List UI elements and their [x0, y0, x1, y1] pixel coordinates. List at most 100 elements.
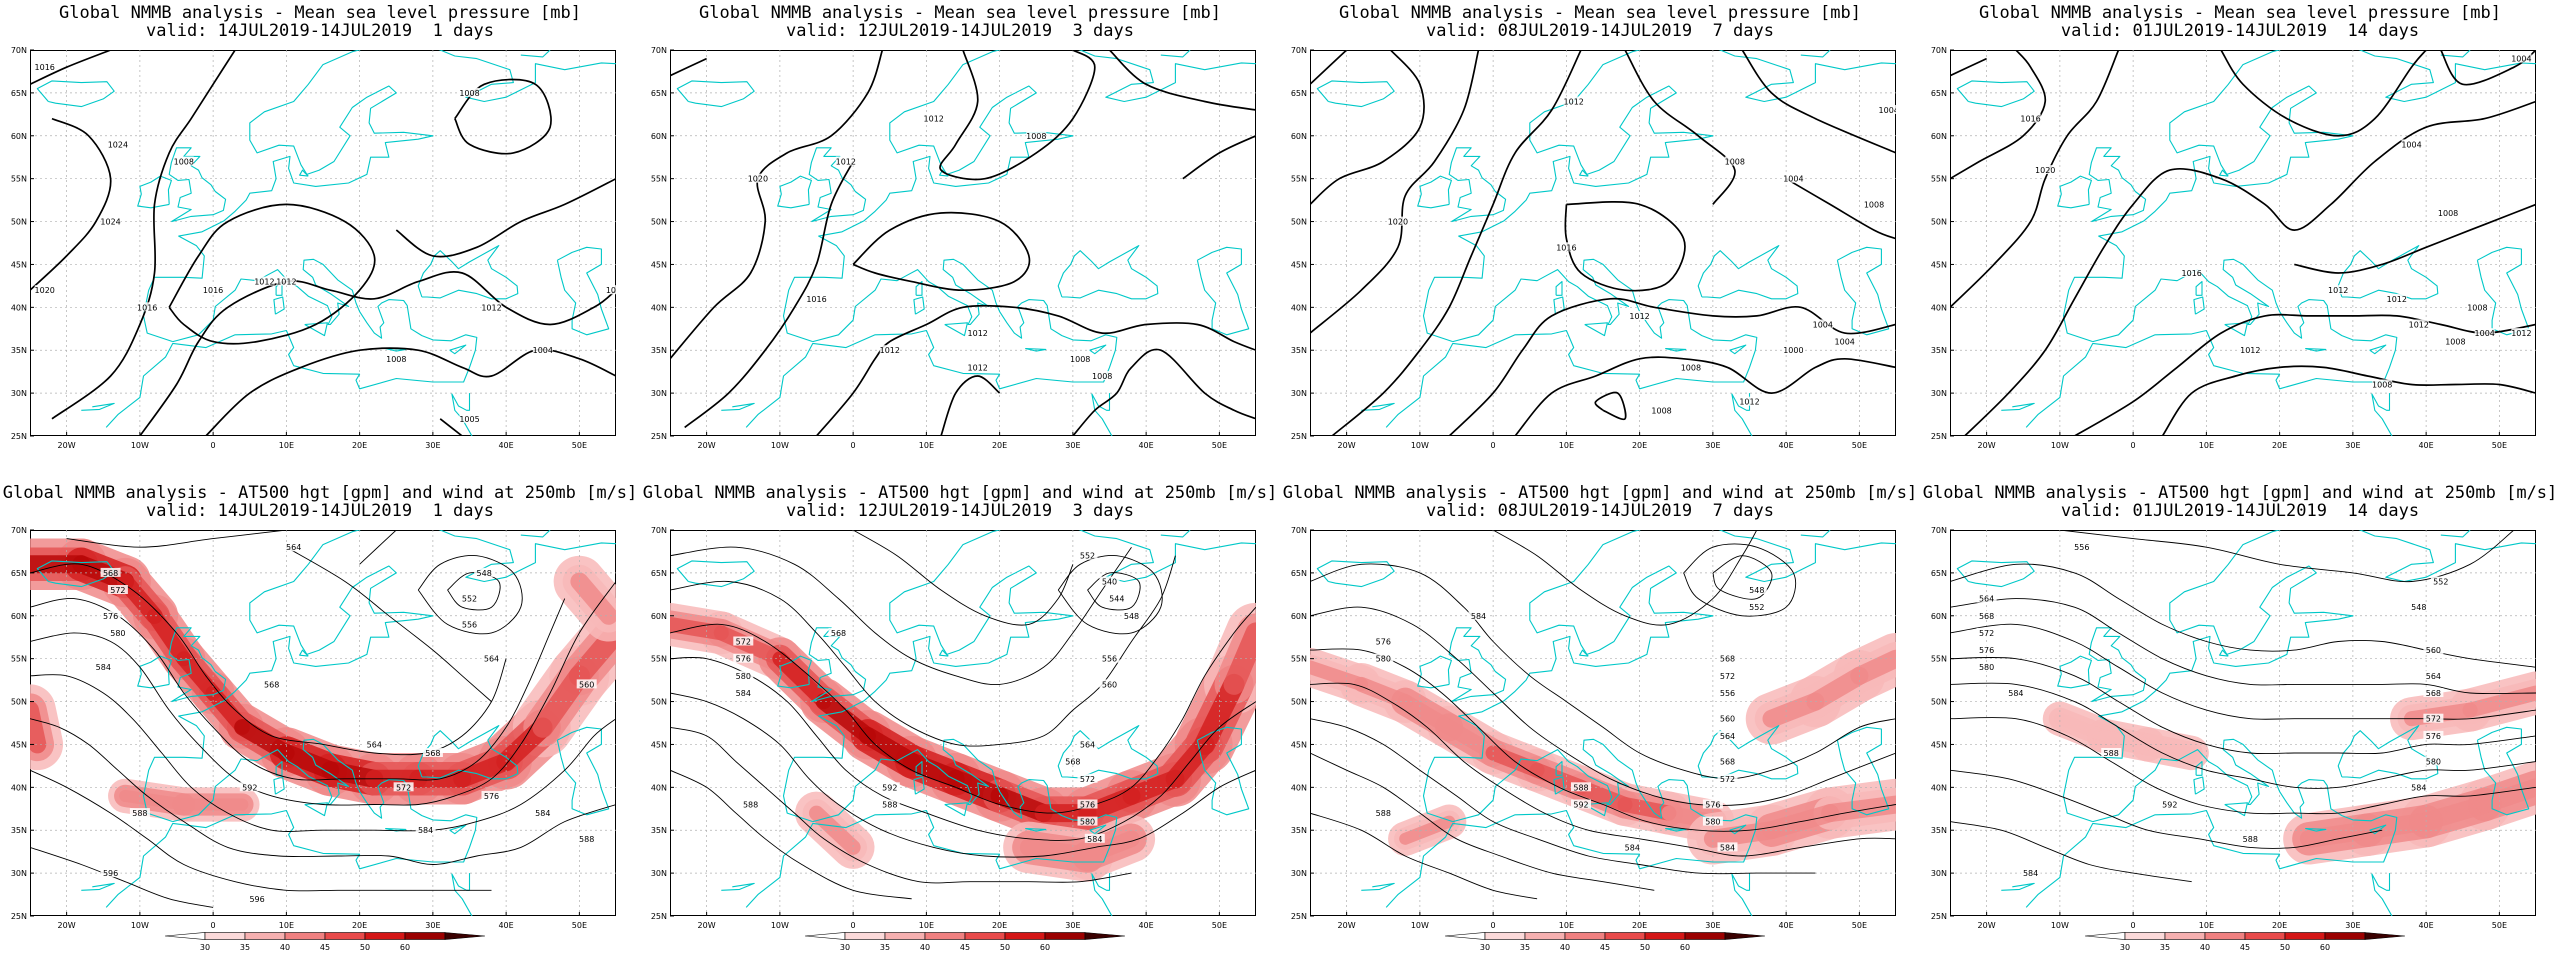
height-contour	[30, 718, 616, 865]
z500-panel-4: Global NMMB analysis - AT500 hgt [gpm] a…	[1920, 480, 2560, 960]
lat-tick-label: 25N	[11, 912, 27, 921]
lon-tick-label: 10E	[279, 441, 294, 450]
contour-label: 568	[831, 629, 846, 638]
contour-label: 556	[2074, 543, 2089, 552]
lat-tick-label: 55N	[1931, 655, 1947, 664]
height-contour	[1492, 530, 1758, 626]
contour-label: 548	[2411, 603, 2426, 612]
z500-panel-2: Global NMMB analysis - AT500 hgt [gpm] a…	[640, 480, 1280, 960]
lon-tick-label: 0	[1491, 441, 1496, 450]
lon-tick-label: 10E	[919, 921, 934, 930]
height-contour	[286, 546, 492, 702]
contour-label: 572	[736, 638, 751, 647]
lat-tick-label: 35N	[1931, 346, 1947, 355]
lat-tick-label: 45N	[651, 260, 667, 269]
lat-tick-label: 65N	[1931, 569, 1947, 578]
contour-label: 548	[1749, 586, 1764, 595]
lat-tick-label: 35N	[1291, 826, 1307, 835]
wind-speed-band	[2053, 712, 2110, 742]
wind-speed-band	[2475, 778, 2536, 814]
isobar	[1331, 50, 1582, 436]
contour-label: 1012	[1564, 98, 1584, 107]
lon-tick-label: 10E	[2199, 441, 2214, 450]
panel-subtitle: valid: 14JUL2019-14JUL2019 1 days	[146, 501, 494, 521]
contour-label: 568	[1720, 758, 1735, 767]
contour-label: 568	[264, 680, 279, 689]
lat-tick-label: 30N	[1931, 869, 1947, 878]
lat-tick-label: 30N	[11, 869, 27, 878]
lon-tick-label: 0	[211, 921, 216, 930]
lon-tick-label: 10W	[771, 441, 789, 450]
isobar	[815, 304, 1256, 436]
lon-tick-label: 20E	[2272, 441, 2287, 450]
colorbar-tick-label: 45	[1600, 943, 1610, 952]
lat-tick-label: 40N	[651, 303, 667, 312]
isobar	[1564, 201, 1686, 292]
lat-tick-label: 70N	[1931, 46, 1947, 55]
contour-label: 576	[1080, 801, 1095, 810]
contour-label: 584	[535, 809, 550, 818]
contour-label: 1008	[2467, 303, 2487, 312]
lon-tick-label: 0	[2131, 441, 2136, 450]
panel-subtitle: valid: 12JUL2019-14JUL2019 3 days	[786, 501, 1134, 521]
panel-title: Global NMMB analysis - AT500 hgt [gpm] a…	[2, 483, 638, 503]
lat-tick-label: 55N	[1291, 655, 1307, 664]
height-contour	[359, 530, 397, 565]
contour-label: 572	[1979, 629, 1994, 638]
contour-label: 1008	[1070, 355, 1090, 364]
contour-labels: 5525685405445485725765805845565605645685…	[733, 550, 1142, 844]
lon-tick-label: 10E	[1559, 921, 1574, 930]
contour-label: 1012	[836, 158, 856, 167]
isobar	[1950, 57, 1987, 77]
panel-title: Global NMMB analysis - AT500 hgt [gpm] a…	[642, 483, 1278, 503]
wind-colorbar: 30 35 40 45 50 60	[1444, 932, 1766, 952]
contour-label: 540	[1102, 578, 1117, 587]
lat-tick-label: 30N	[651, 869, 667, 878]
contour-label: 588	[1573, 783, 1588, 792]
map-canvas: 1004 1012 1008 1020 1004 1016 1008 1012 1008 1004…	[1310, 50, 1896, 436]
height-contour	[1950, 769, 2383, 849]
contour-labels: 1004 1012 1008 1020 1004 1016 1008 1012 1008 1004…	[1388, 96, 1896, 415]
contour-labels: 1016 1024 1008 1024 1016 1012 1020 1016 1008 1012…	[35, 62, 616, 424]
lon-tick-label: 30E	[1705, 441, 1720, 450]
height-contour	[1310, 563, 1896, 780]
contour-label: 1008	[2438, 209, 2458, 218]
lon-tick-label: 30E	[2345, 921, 2360, 930]
colorbar-tick-label: 50	[1000, 943, 1010, 952]
lat-tick-label: 40N	[1931, 303, 1947, 312]
contour-label: 1024	[100, 218, 120, 227]
contour-label: 568	[425, 749, 440, 758]
contour-label: 1020	[1388, 218, 1408, 227]
isobar	[454, 78, 552, 155]
wind-speed-band	[1441, 719, 1501, 761]
lon-tick-label: 0	[851, 441, 856, 450]
colorbar-tick-label: 30	[200, 943, 210, 952]
contour-label: 580	[1705, 818, 1720, 827]
panel-title: Global NMMB analysis - AT500 hgt [gpm] a…	[1282, 483, 1918, 503]
map-canvas: 1004 1016 1004 1020 1008 1016 1012 1012 1012 1008…	[1950, 50, 2536, 436]
map-canvas: 5525685405445485725765805845565605645685…	[670, 530, 1256, 916]
lon-tick-label: 10W	[2051, 441, 2069, 450]
lat-tick-label: 50N	[1291, 698, 1307, 707]
contour-label: 584	[418, 826, 433, 835]
contour-label: 576	[484, 792, 499, 801]
height-contour	[1310, 648, 1896, 832]
lat-tick-label: 35N	[1291, 346, 1307, 355]
contour-label: 580	[2426, 758, 2441, 767]
contour-label: 580	[110, 629, 125, 638]
lat-tick-label: 55N	[651, 655, 667, 664]
height-contour	[1310, 752, 1655, 891]
pressure-isobars	[1950, 50, 2536, 436]
isobar	[51, 50, 236, 420]
lon-tick-label: 40E	[1778, 441, 1793, 450]
isobar	[1624, 50, 1736, 205]
lon-tick-label: 20W	[1978, 921, 1996, 930]
contour-label: 1008	[2372, 381, 2392, 390]
colorbar-tick-label: 45	[2240, 943, 2250, 952]
lat-tick-label: 70N	[651, 526, 667, 535]
contour-label: 1012	[2409, 321, 2429, 330]
panel-subtitle: valid: 08JUL2019-14JUL2019 7 days	[1426, 501, 1774, 521]
wind-speed-band	[30, 701, 47, 754]
contour-label: 572	[396, 783, 411, 792]
